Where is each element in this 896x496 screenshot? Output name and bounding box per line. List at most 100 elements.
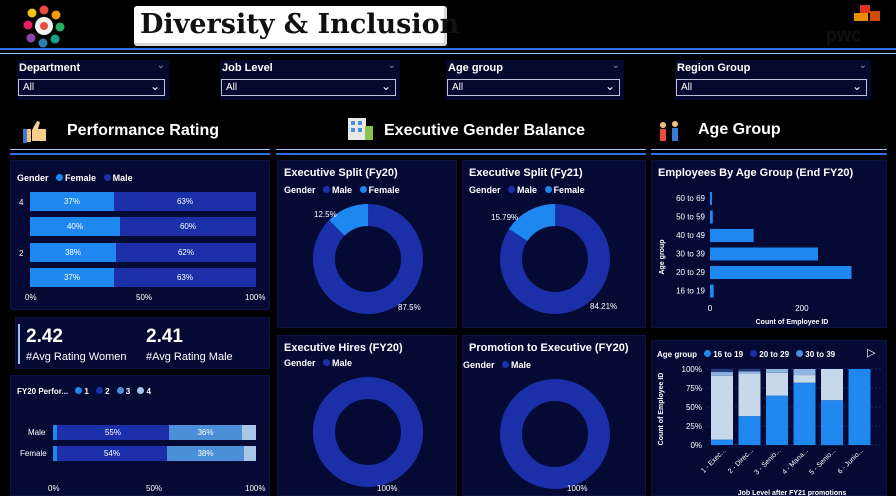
legend-title: Gender: [463, 360, 495, 370]
age-group-filter-label: Age group: [448, 62, 503, 74]
legend-3-label: 3: [125, 387, 131, 396]
promo-bar-segment: [848, 369, 871, 445]
promo-bar-segment: [766, 372, 788, 396]
job-level-dropdown[interactable]: All ⌄: [221, 79, 396, 96]
region-group-dropdown[interactable]: All ⌄: [676, 79, 867, 96]
promo-y-tick: 75%: [686, 384, 702, 393]
performance-gender-chart[interactable]: Gender Female Male 4 2 37% 63% 40% 60% 38% 62…: [10, 160, 270, 310]
job-level-filter[interactable]: Job Level ⌄ All ⌄: [220, 60, 400, 100]
y-tick-4: 4: [19, 198, 24, 207]
bar-male: 63%: [114, 268, 256, 287]
age-group-value: All: [452, 82, 464, 93]
promo-bar-segment: [821, 400, 843, 445]
fy20-performance-chart[interactable]: FY20 Perfor... 1 2 3 4 Male Female 55% 36…: [10, 375, 270, 496]
exec-split-fy20-card[interactable]: Executive Split (Fy20) Gender Male Femal…: [277, 160, 457, 328]
exec-split-fy21-legend: Gender Male Female: [469, 185, 585, 195]
chevron-down-icon: ⌄: [380, 79, 391, 93]
chevron-down-icon: ⌄: [604, 79, 615, 93]
exec-split-fy21-card[interactable]: Executive Split (Fy21) Gender Male Femal…: [462, 160, 646, 328]
exec-split-fy20-female-label: 12.5%: [314, 210, 337, 219]
department-dropdown[interactable]: All ⌄: [18, 79, 165, 96]
bar-male: 62%: [116, 243, 256, 262]
diversity-logo-icon: [22, 4, 66, 48]
age-tick-label: 50 to 59: [676, 213, 705, 222]
section-title-executive: Executive Gender Balance: [374, 114, 602, 148]
exec-split-fy21-male-label: 84.21%: [590, 302, 618, 311]
age-tick-label: 20 to 29: [676, 268, 705, 277]
legend-female-dot: [359, 186, 367, 193]
x-tick-0: 0%: [25, 293, 37, 302]
fy20-row-label-female: Female: [20, 449, 47, 458]
fy20-legend-title: FY20 Perfor...: [17, 387, 69, 396]
age-x-tick-200: 200: [795, 304, 809, 313]
legend-16-19-dot: [704, 350, 712, 357]
legend-1-dot: [75, 387, 83, 394]
section-divider-right: [651, 149, 887, 150]
fy20-bar-segment: [53, 446, 57, 461]
chevron-down-icon: ⌄: [851, 79, 862, 93]
promo-y-axis-label: Count of Employee ID: [658, 373, 665, 446]
donut-male-segment: [500, 379, 610, 489]
employees-by-age-chart[interactable]: Employees By Age Group (End FY20) 60 to …: [651, 160, 887, 328]
age-bar: [710, 284, 714, 298]
fy20-bar-segment: [242, 425, 256, 440]
promo-y-tick: 25%: [686, 422, 702, 431]
promotion-exec-title: Promotion to Executive (FY20): [469, 342, 629, 354]
legend-1-label: 1: [84, 387, 89, 396]
department-filter-label: Department: [19, 62, 81, 74]
page-title-text: Diversity & Inclusion: [140, 9, 460, 40]
section-divider-mid-b: [276, 153, 646, 155]
legend-3-dot: [116, 387, 124, 394]
exec-hires-card[interactable]: Executive Hires (FY20) Gender Male 100%: [277, 335, 457, 496]
promo-x-tick: 4 - Mana...: [781, 447, 810, 476]
promotion-exec-card[interactable]: Promotion to Executive (FY20) Gender Mal…: [462, 335, 646, 496]
age-tick-label: 40 to 49: [676, 231, 705, 240]
promo-bar-segment: [711, 372, 733, 376]
age-group-filter[interactable]: Age group ⌄ All ⌄: [446, 60, 624, 100]
section-divider-right-b: [651, 153, 887, 155]
promo-age-legend: Age group 16 to 19 20 to 29 30 to 39: [657, 350, 835, 359]
promo-bar-segment: [711, 369, 733, 373]
legend-2-dot: [96, 387, 104, 394]
job-level-value: All: [226, 82, 238, 93]
legend-female-dot: [544, 186, 552, 193]
legend-male-label: Male: [332, 185, 353, 195]
promo-bar-segment: [793, 369, 816, 376]
age-bar: [710, 229, 754, 242]
promotion-exec-donut: [500, 379, 610, 489]
promo-bar-segment: [711, 375, 733, 440]
promo-x-tick: 2 - Direc...: [727, 447, 755, 475]
legend-male-label: Male: [112, 173, 133, 183]
legend-male-label: Male: [517, 185, 538, 195]
legend-16-19-label: 16 to 19: [713, 350, 744, 359]
bar-female: 38%: [30, 243, 116, 262]
fy20-row-label-male: Male: [28, 428, 46, 437]
section-title-executive-text: Executive Gender Balance: [384, 122, 585, 139]
promotion-exec-value-label: 100%: [567, 484, 588, 493]
legend-male-dot: [323, 359, 331, 366]
legend-4-label: 4: [146, 387, 151, 396]
legend-female-label: Female: [65, 173, 97, 183]
exec-hires-donut: [313, 377, 423, 487]
exec-split-fy21-donut: [500, 204, 610, 314]
region-group-filter[interactable]: Region Group ⌄ All ⌄: [675, 60, 871, 100]
promo-x-tick: 5 - Senio...: [809, 447, 838, 476]
legend-male-label: Male: [511, 360, 532, 370]
bar-female: 37%: [30, 268, 114, 287]
promotion-age-chart[interactable]: Age group 16 to 19 20 to 29 30 to 39 ▷ 1…: [651, 340, 887, 496]
legend-male-label: Male: [332, 358, 353, 368]
section-title-age: Age Group: [688, 114, 806, 148]
legend-next-icon[interactable]: ▷: [867, 347, 876, 359]
employees-by-age-bars: 60 to 69 50 to 59 40 to 49 30 to 39 20 to 29…: [659, 192, 852, 326]
department-filter[interactable]: Department ⌄ All ⌄: [17, 60, 169, 100]
legend-4-dot: [137, 387, 145, 394]
promo-bar-segment: [821, 369, 843, 401]
bar-male: 63%: [114, 192, 256, 211]
legend-title: Gender: [17, 173, 49, 183]
legend-title: Age group: [657, 350, 697, 359]
executive-building-icon: [345, 114, 375, 142]
exec-split-fy20-title: Executive Split (Fy20): [284, 167, 398, 179]
legend-title: Gender: [284, 358, 316, 368]
age-group-dropdown[interactable]: All ⌄: [447, 79, 620, 96]
promo-age-bars: 100% 75% 50% 25% 0%1 - Exec... 2 - Direc...3 …: [658, 365, 882, 496]
